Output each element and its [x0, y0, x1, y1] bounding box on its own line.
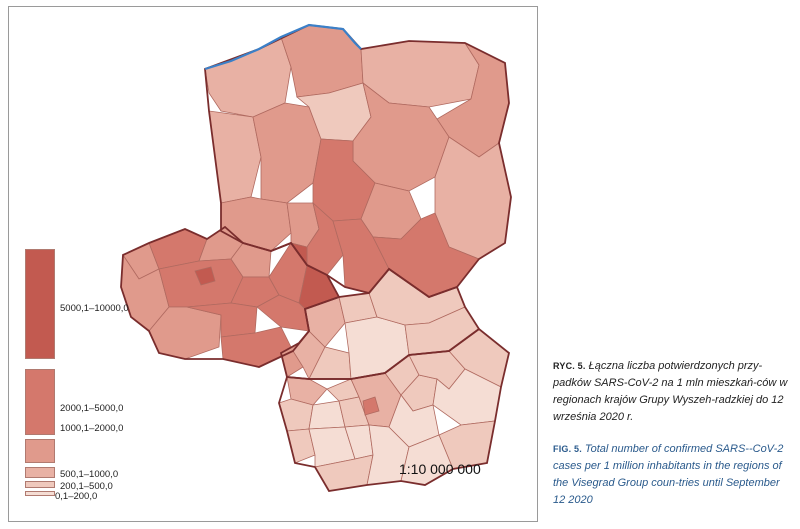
legend-label-1000-2000: 1000,1–2000,0	[60, 423, 124, 434]
region-pl-mazowieckie	[352, 81, 450, 192]
legend-label-2000-5000: 2000,1–5000,0	[60, 403, 124, 414]
legend-swatch-2000-5000	[25, 369, 55, 435]
caption-polish-label: RYC. 5.	[553, 361, 586, 371]
country-slovakia	[280, 268, 480, 380]
region-pl-lubuskie	[208, 110, 262, 204]
legend-label-0-200: 0,1–200,0	[55, 491, 98, 502]
caption-english-label: FIG. 5.	[553, 444, 582, 454]
legend-swatch-500-1000	[25, 467, 55, 478]
region-pl-pomorskie	[280, 24, 364, 98]
legend-swatch-0-200	[25, 491, 55, 496]
legend-label-500-1000: 500,1–1000,0	[60, 469, 119, 480]
country-poland	[204, 24, 512, 298]
region-cz-praha	[194, 266, 216, 286]
legend-label-200-500: 200,1–500,0	[60, 481, 113, 492]
map-frame: 5000,1–10000,0 2000,1–5000,0 1000,1–2000…	[8, 6, 538, 522]
map-scale: 1:10 000 000	[399, 461, 481, 477]
legend-label-5000-10000: 5000,1–10000,0	[60, 303, 129, 314]
region-hu-vas	[278, 398, 314, 432]
country-borders	[120, 24, 512, 492]
legend-swatch-200-500	[25, 481, 55, 488]
border-hungary	[278, 327, 511, 492]
baltic-coastline	[204, 23, 362, 71]
caption-polish: RYC. 5. Łączna liczba potwierdzonych przy…	[553, 358, 793, 426]
legend-swatch-1000-2000	[25, 439, 55, 463]
caption-polish-text: Łączna liczba potwierdzonych przy-padków…	[553, 360, 788, 423]
legend-swatch-5000-10000	[25, 249, 55, 359]
country-czechia	[120, 226, 340, 368]
caption-english-text: Total number of confirmed SARS--CoV-2 ca…	[553, 443, 784, 506]
country-hungary	[278, 328, 510, 492]
region-pl-zachodniopomorskie	[204, 36, 292, 118]
caption-english: FIG. 5. Total number of confirmed SARS--C…	[553, 441, 793, 509]
region-cz-kralovehradecky	[230, 242, 272, 278]
choropleth-map	[120, 23, 512, 492]
region-pl-wielkopolskie	[252, 102, 322, 204]
region-hu-budapest	[362, 396, 380, 416]
